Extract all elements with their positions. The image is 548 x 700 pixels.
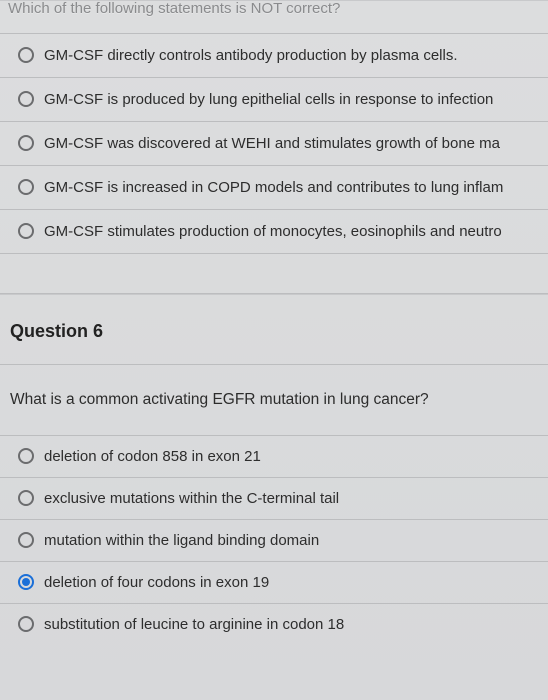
option-label: mutation within the ligand binding domai… xyxy=(44,532,319,549)
radio-icon xyxy=(18,47,34,63)
radio-icon-selected xyxy=(18,574,34,590)
q5-option-2[interactable]: GM-CSF was discovered at WEHI and stimul… xyxy=(0,122,548,166)
q6-option-0[interactable]: deletion of codon 858 in exon 21 xyxy=(0,435,548,477)
option-label: exclusive mutations within the C-termina… xyxy=(44,490,339,507)
q5-option-0[interactable]: GM-CSF directly controls antibody produc… xyxy=(0,34,548,78)
radio-icon xyxy=(18,448,34,464)
question-6-stem: What is a common activating EGFR mutatio… xyxy=(0,365,548,435)
question-6-block: Question 6 What is a common activating E… xyxy=(0,294,548,645)
q5-option-1[interactable]: GM-CSF is produced by lung epithelial ce… xyxy=(0,78,548,122)
option-label: GM-CSF is produced by lung epithelial ce… xyxy=(44,91,493,108)
q6-option-3[interactable]: deletion of four codons in exon 19 xyxy=(0,561,548,603)
question-5-block: Which of the following statements is NOT… xyxy=(0,0,548,254)
radio-icon xyxy=(18,91,34,107)
q6-option-2[interactable]: mutation within the ligand binding domai… xyxy=(0,519,548,561)
radio-icon xyxy=(18,135,34,151)
radio-icon xyxy=(18,223,34,239)
q5-option-4[interactable]: GM-CSF stimulates production of monocyte… xyxy=(0,210,548,254)
question-6-options: deletion of codon 858 in exon 21 exclusi… xyxy=(0,435,548,645)
radio-icon xyxy=(18,490,34,506)
radio-icon xyxy=(18,532,34,548)
radio-icon xyxy=(18,179,34,195)
option-label: substitution of leucine to arginine in c… xyxy=(44,616,344,633)
question-5-options: GM-CSF directly controls antibody produc… xyxy=(0,33,548,254)
question-6-title: Question 6 xyxy=(10,321,540,342)
option-label: GM-CSF is increased in COPD models and c… xyxy=(44,179,503,196)
option-label: GM-CSF stimulates production of monocyte… xyxy=(44,223,502,240)
option-label: GM-CSF was discovered at WEHI and stimul… xyxy=(44,135,500,152)
q6-option-4[interactable]: substitution of leucine to arginine in c… xyxy=(0,603,548,645)
option-label: deletion of codon 858 in exon 21 xyxy=(44,448,261,465)
block-spacer xyxy=(0,254,548,294)
quiz-screen: Which of the following statements is NOT… xyxy=(0,0,548,700)
q6-option-1[interactable]: exclusive mutations within the C-termina… xyxy=(0,477,548,519)
option-label: GM-CSF directly controls antibody produc… xyxy=(44,47,458,64)
radio-icon xyxy=(18,616,34,632)
question-5-stem: Which of the following statements is NOT… xyxy=(0,0,548,33)
q5-option-3[interactable]: GM-CSF is increased in COPD models and c… xyxy=(0,166,548,210)
option-label: deletion of four codons in exon 19 xyxy=(44,574,269,591)
question-6-header: Question 6 xyxy=(0,295,548,365)
